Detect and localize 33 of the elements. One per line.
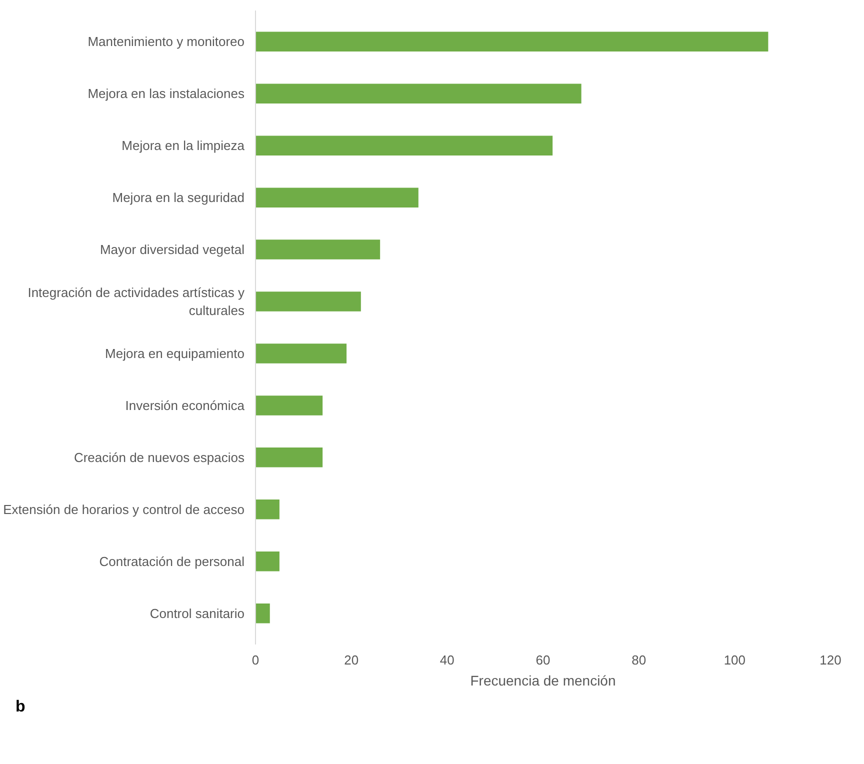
y-tick-label: Mayor diversidad vegetal (100, 242, 245, 258)
y-tick-label: Mejora en la limpieza (122, 138, 246, 154)
bar (256, 188, 418, 208)
y-tick-label: Inversión económica (125, 398, 246, 413)
y-tick-label: Control sanitario (150, 606, 244, 621)
y-tick-label: Mantenimiento y monitoreo (88, 34, 245, 50)
x-tick-label: 0 (252, 652, 260, 668)
y-tick-label: Creación de nuevos espacios (74, 450, 245, 465)
y-tick-label: Mejora en equipamiento (105, 346, 245, 361)
text: b (16, 698, 26, 716)
y-tick-label: Integración de actividades artísticas y culturales (28, 285, 245, 318)
bar (256, 292, 361, 312)
bar (256, 344, 347, 364)
x-tick-label: 100 (724, 652, 746, 668)
y-tick-label: Contratación de personal (99, 554, 245, 569)
y-tick-label: Mejora en la seguridad (112, 190, 245, 206)
bar (256, 500, 280, 520)
bar (256, 84, 582, 104)
x-tick-label: 60 (536, 652, 550, 668)
x-tick-label: 120 (820, 652, 842, 668)
bar (256, 136, 553, 156)
x-tick-label: 20 (344, 652, 359, 668)
bar (256, 240, 380, 260)
bar (256, 32, 768, 52)
bar (256, 603, 270, 624)
x-axis-title: Frecuencia de mención (470, 672, 616, 688)
bar (256, 396, 323, 416)
x-tick-label: 40 (440, 652, 454, 668)
bar (256, 448, 323, 468)
bar (256, 551, 280, 572)
y-tick-label: Extensión de horarios y control de acceso (3, 502, 244, 517)
x-tick-label: 80 (632, 652, 646, 668)
y-tick-label: Mejora en las instalaciones (88, 86, 245, 102)
